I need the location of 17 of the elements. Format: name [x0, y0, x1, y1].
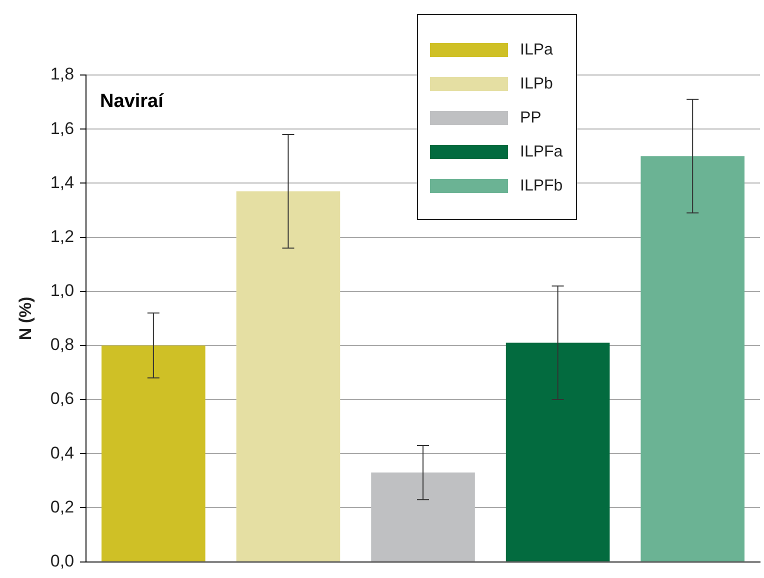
y-tick-label: 1,4 [50, 172, 74, 192]
y-tick-label: 1,2 [50, 226, 74, 246]
y-tick-label: 0,6 [50, 389, 74, 408]
legend-label: ILPFa [520, 143, 563, 160]
y-tick-label: 1,8 [50, 64, 74, 84]
legend-label: ILPa [520, 41, 554, 58]
legend-label: ILPFb [520, 177, 563, 194]
y-tick-label: 1,6 [50, 118, 74, 138]
text: Naviraí [100, 91, 164, 112]
legend-label: PP [520, 109, 542, 126]
y-tick-label: 1,0 [50, 281, 74, 300]
y-axis-title: N (%) [16, 296, 35, 340]
y-tick-label: 0,4 [50, 443, 74, 462]
y-tick-label: 0,0 [50, 551, 74, 570]
legend-label: ILPb [520, 75, 554, 92]
y-tick-label: 0,2 [50, 497, 74, 516]
y-tick-label: 0,8 [50, 335, 74, 354]
